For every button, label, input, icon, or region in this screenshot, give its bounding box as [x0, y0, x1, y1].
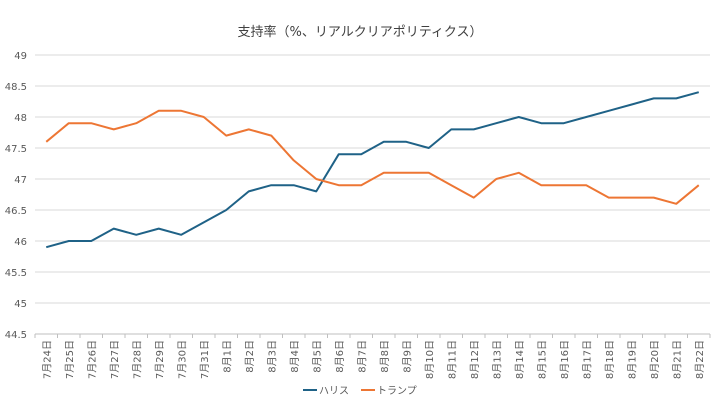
y-tick-label: 49 — [14, 51, 27, 62]
x-tick-label: 7月28日 — [131, 340, 143, 379]
x-tick-label: 8月13日 — [491, 340, 503, 379]
x-tick-label: 8月22日 — [694, 340, 706, 379]
y-tick-label: 48 — [14, 113, 27, 124]
y-tick-label: 44.5 — [5, 330, 27, 341]
x-tick-label: 8月15日 — [536, 340, 548, 379]
x-tick-label: 8月18日 — [604, 340, 616, 379]
x-tick-label: 8月1日 — [221, 340, 233, 373]
y-tick-label: 47.5 — [5, 144, 27, 155]
x-tick-label: 8月20日 — [649, 340, 661, 379]
y-tick-label: 45.5 — [5, 268, 27, 279]
x-tick-label: 8月11日 — [446, 340, 458, 379]
x-tick-label: 8月10日 — [424, 340, 436, 379]
x-tick-label: 7月27日 — [109, 340, 121, 379]
y-tick-label: 47 — [14, 175, 27, 186]
x-tick-label: 7月24日 — [41, 340, 53, 379]
x-tick-label: 7月29日 — [154, 340, 166, 379]
x-tick-label: 8月3日 — [266, 340, 278, 373]
x-tick-label: 8月16日 — [559, 340, 571, 379]
x-tick-label: 8月9日 — [401, 340, 413, 373]
x-tick-label: 7月30日 — [176, 340, 188, 379]
x-tick-label: 8月21日 — [671, 340, 683, 379]
x-tick-label: 8月8日 — [379, 340, 391, 373]
x-tick-label: 8月12日 — [469, 340, 481, 379]
series-line-harris — [45, 91, 700, 249]
x-tick-label: 8月6日 — [334, 340, 346, 373]
x-tick-label: 8月19日 — [626, 340, 638, 379]
x-tick-label: 8月14日 — [514, 340, 526, 379]
series-line-trump — [45, 109, 700, 205]
y-tick-label: 48.5 — [5, 82, 27, 93]
legend-label: トランプ — [377, 385, 417, 397]
y-tick-label: 45 — [14, 299, 27, 310]
y-tick-label: 46.5 — [5, 206, 27, 217]
x-tick-label: 7月31日 — [199, 340, 211, 379]
x-tick-label: 7月25日 — [64, 340, 76, 379]
x-tick-label: 8月7日 — [356, 340, 368, 373]
chart-title: 支持率（%、リアルクリアポリティクス） — [237, 24, 482, 40]
y-tick-label: 46 — [14, 237, 27, 248]
x-tick-label: 8月17日 — [581, 340, 593, 379]
x-tick-label: 7月26日 — [86, 340, 98, 379]
x-tick-label: 8月2日 — [244, 340, 256, 373]
legend-label: ハリス — [319, 386, 349, 397]
x-tick-label: 8月5日 — [311, 340, 323, 373]
x-tick-label: 8月4日 — [289, 340, 301, 373]
